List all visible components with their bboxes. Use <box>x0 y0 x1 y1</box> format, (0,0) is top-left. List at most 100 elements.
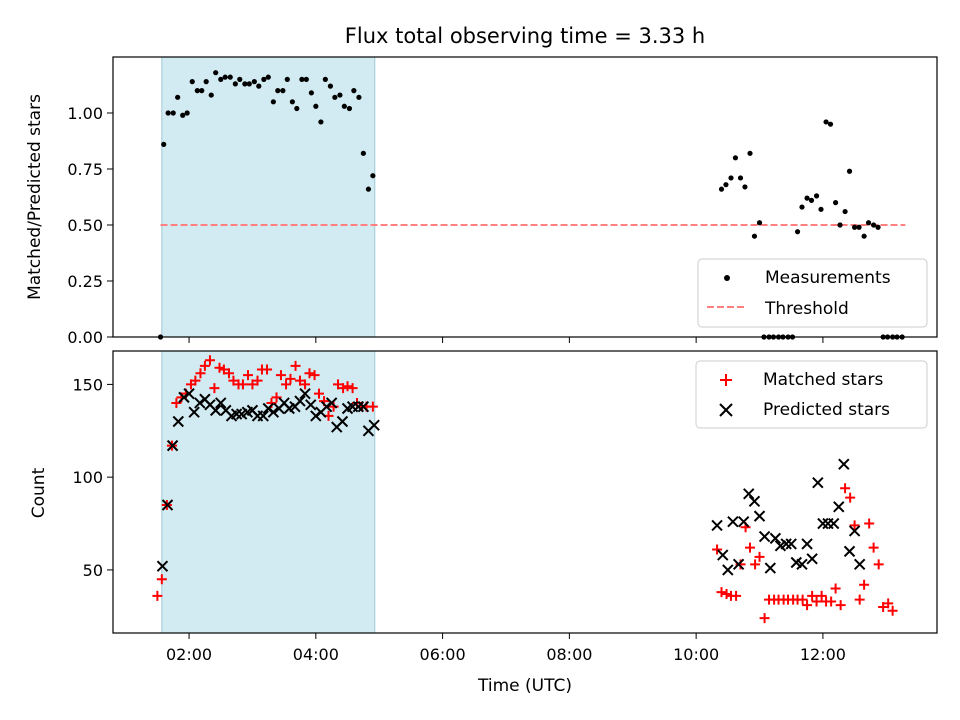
predicted-star-point <box>796 558 808 571</box>
matched-star-point <box>873 559 884 570</box>
matched-star-point <box>816 590 827 601</box>
bottom-axes-frame <box>112 350 938 634</box>
predicted-star-point <box>161 499 174 511</box>
legend-matched-marker <box>720 374 732 386</box>
measurement-point <box>289 99 295 105</box>
measurement-point <box>842 208 848 215</box>
predicted-star-point <box>368 419 380 431</box>
top-ylabel: Matched/Predicted stars <box>25 94 45 300</box>
bottom-xtick-label: 08:00 <box>546 645 592 664</box>
matched-star-point <box>721 589 732 600</box>
top-panel: 0.00 0.25 0.50 0.75 1.00 Matched/Predicted s… <box>25 56 938 347</box>
measurement-point <box>261 76 267 82</box>
measurement-point <box>265 74 271 80</box>
bottom-xtick-label: 06:00 <box>420 645 466 664</box>
matched-star-point <box>849 520 860 531</box>
measurement-point <box>865 220 872 226</box>
matched-star-point <box>826 596 837 607</box>
predicted-star-point <box>717 549 729 561</box>
predicted-star-point <box>838 458 850 470</box>
matched-star-point <box>152 590 163 601</box>
measurement-point <box>199 88 205 94</box>
matched-star-point <box>716 587 727 598</box>
predicted-star-point <box>336 415 349 428</box>
matched-star-point <box>759 613 770 624</box>
bottom-xtick-label: 04:00 <box>293 645 339 664</box>
measurement-point <box>256 83 262 89</box>
measurement-point <box>742 184 748 190</box>
bottom-legend: Matched stars Predicted stars <box>695 360 928 429</box>
measurement-point <box>804 195 810 201</box>
predicted-star-point <box>812 477 824 489</box>
measurement-point <box>351 88 357 94</box>
legend-predicted-marker <box>719 403 733 417</box>
legend-matched-label: Matched stars <box>763 370 883 390</box>
bottom-xlabel: Time (UTC) <box>477 676 572 696</box>
measurement-point <box>327 83 334 89</box>
measurement-point <box>246 81 252 87</box>
bottom-panel: 50 100 150 02:00 04:00 06:00 08:00 10:00 12:00 C… <box>29 350 938 696</box>
predicted-star-point <box>357 400 370 413</box>
measurement-point <box>875 224 881 230</box>
measurement-point <box>222 74 228 80</box>
matched-star-point <box>262 364 273 375</box>
measurement-point <box>846 168 853 174</box>
matched-star-point <box>252 375 263 386</box>
measurement-point <box>337 92 343 98</box>
matched-star-point <box>830 583 841 594</box>
predicted-star-point <box>806 553 818 565</box>
predicted-star-point <box>325 397 338 409</box>
bottom-ytick-label: 150 <box>72 375 103 394</box>
matched-star-point <box>797 594 808 605</box>
measurement-point <box>251 79 257 85</box>
matched-star-point <box>333 379 344 390</box>
predicted-star-point <box>785 538 797 550</box>
matched-star-point <box>840 483 851 494</box>
measurement-point <box>299 76 305 82</box>
measurement-point <box>294 105 300 112</box>
measurement-point <box>270 99 276 105</box>
predicted-star-point <box>722 564 734 576</box>
matched-star-point <box>204 355 215 366</box>
bottom-xtick-label: 10:00 <box>673 645 719 664</box>
measurement-point <box>718 186 725 192</box>
measurement-point <box>365 186 372 192</box>
predicted-star-point <box>743 488 755 500</box>
measurement-point <box>823 119 829 125</box>
matched-star-point <box>209 383 220 394</box>
measurement-point <box>318 119 324 125</box>
predicted-star-point <box>188 406 200 418</box>
matched-star-point <box>731 590 742 601</box>
matched-star-point <box>309 370 320 381</box>
measurement-point <box>360 150 366 156</box>
bottom-ytick-label: 100 <box>72 468 103 487</box>
predicted-star-point <box>827 517 840 530</box>
bottom-ylabel: Count <box>29 467 49 518</box>
measurement-point <box>161 141 167 147</box>
matched-star-point <box>328 401 339 412</box>
predicted-star-point <box>166 439 179 452</box>
matched-star-point <box>802 600 813 611</box>
predicted-star-point <box>156 560 169 572</box>
bottom-ytick-label: 50 <box>83 561 103 580</box>
matched-star-point <box>854 594 865 605</box>
predicted-star-point <box>769 532 782 545</box>
measurement-point <box>732 155 739 161</box>
top-ytick-label: 1.00 <box>67 104 103 123</box>
matched-star-point <box>285 373 296 384</box>
bottom-xtick-label: 02:00 <box>166 645 212 664</box>
matched-star-point <box>314 388 324 399</box>
matched-star-point <box>712 544 723 555</box>
measurement-point <box>194 88 200 94</box>
measurement-point <box>346 105 353 112</box>
matched-star-point <box>290 360 301 371</box>
measurement-point <box>237 76 243 82</box>
matched-star-point <box>887 605 898 616</box>
measurement-point <box>213 70 219 76</box>
measurement-point <box>303 76 309 82</box>
predicted-star-point <box>215 397 227 409</box>
matched-star-point <box>190 375 201 386</box>
matched-star-point <box>237 379 248 390</box>
chart-title: Flux total observing time = 3.33 h <box>345 24 705 48</box>
